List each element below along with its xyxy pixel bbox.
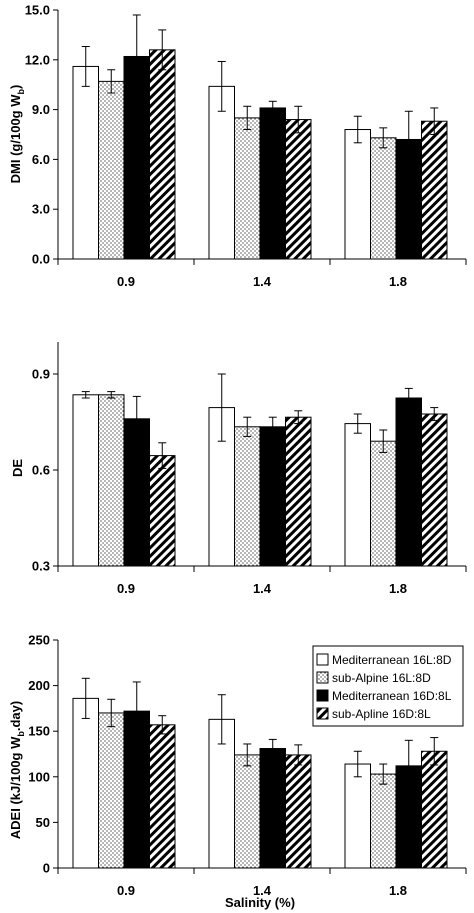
panel-de: DE 0.3 0.6 0.9 0.9 1.4 1.8	[10, 342, 467, 596]
dmi-ylabel: DMI (g/100g Wb)	[8, 85, 26, 184]
dmi-ytick-label: 9.0	[32, 102, 50, 117]
de-bar	[98, 394, 125, 567]
dmi-xtick-label: 1.8	[389, 274, 407, 289]
dmi-ytick-label: 3.0	[32, 202, 50, 217]
legend-label: Mediterranean 16L:8D	[332, 653, 452, 667]
dmi-bar	[149, 49, 176, 260]
legend-box	[312, 645, 464, 727]
de-xtick-label: 1.8	[389, 581, 407, 596]
adei-bar	[421, 750, 448, 869]
adei-bar	[344, 763, 371, 869]
legend-swatch	[316, 653, 329, 666]
dmi-ylabel-sub: b	[16, 89, 26, 95]
svg-text:ADEI (kJ/100g Wb.day): ADEI (kJ/100g Wb.day)	[8, 701, 26, 839]
adei-xlabel: Salinity (%)	[225, 895, 295, 910]
de-bar	[395, 397, 422, 567]
panel-dmi: DMI (g/100g Wb) 0.0 3.0 6.0 9.0 12.0 15.0 0.9 1…	[8, 3, 467, 289]
adei-ytick-label: 0	[43, 861, 50, 876]
de-bar	[234, 426, 261, 567]
adei-ylabel-end: .day)	[8, 701, 23, 731]
legend-swatch	[316, 707, 329, 720]
de-bar	[72, 394, 99, 567]
adei-bar	[259, 748, 286, 869]
de-bar	[149, 455, 176, 567]
panel-adei: ADEI (kJ/100g Wb.day) Salinity (%) 0 50 10…	[8, 633, 467, 910]
legend-label: sub-Apline 16D:8L	[332, 707, 431, 721]
adei-bar	[72, 697, 99, 869]
adei-bar	[234, 754, 261, 869]
dmi-xtick-label: 0.9	[117, 274, 135, 289]
svg-text:DMI (g/100g Wb): DMI (g/100g Wb)	[8, 85, 26, 184]
dmi-ytick-label: 15.0	[25, 3, 50, 18]
dmi-bar	[208, 85, 235, 260]
adei-bar	[149, 724, 176, 869]
dmi-ytick-label: 6.0	[32, 152, 50, 167]
adei-ylabel-sub: b	[16, 731, 26, 737]
adei-xtick-label: 1.8	[389, 883, 407, 898]
de-bar	[123, 418, 150, 567]
dmi-bar	[285, 119, 312, 260]
dmi-bar	[234, 117, 261, 260]
legend-label: Mediterranean 16D:8L	[332, 689, 452, 703]
dmi-bar	[72, 65, 99, 260]
de-bar	[285, 416, 312, 567]
dmi-bar	[259, 107, 286, 260]
de-bar	[259, 426, 286, 567]
dmi-xtick-label: 1.4	[253, 274, 272, 289]
dmi-ylabel-main: DMI (g/100g W	[8, 94, 23, 184]
dmi-ylabel-end: )	[8, 85, 23, 89]
adei-ylabel: ADEI (kJ/100g Wb.day)	[8, 701, 26, 839]
adei-bar	[370, 773, 397, 869]
dmi-ytick-label: 0.0	[32, 252, 50, 267]
adei-ytick-label: 50	[36, 815, 50, 830]
adei-xtick-label: 1.4	[253, 883, 272, 898]
de-ytick-label: 0.6	[32, 463, 50, 478]
dmi-bar	[98, 80, 125, 260]
adei-ytick-label: 100	[28, 769, 50, 784]
adei-ylabel-main: ADEI (kJ/100g W	[8, 736, 23, 839]
de-bar	[421, 413, 448, 567]
adei-ytick-label: 150	[28, 724, 50, 739]
de-xtick-label: 0.9	[117, 581, 135, 596]
de-bar	[344, 423, 371, 567]
adei-bar	[285, 754, 312, 869]
legend-swatch	[316, 671, 329, 684]
dmi-bar	[421, 120, 448, 260]
dmi-bar	[344, 129, 371, 260]
adei-xtick-label: 0.9	[117, 883, 135, 898]
de-ytick-label: 0.9	[32, 367, 50, 382]
de-ylabel: DE	[10, 459, 25, 477]
legend-swatch	[316, 689, 329, 702]
adei-ytick-label: 250	[28, 633, 50, 648]
legend-label: sub-Alpine 16L:8D	[332, 671, 431, 685]
adei-bar	[98, 712, 125, 869]
dmi-bar	[370, 137, 397, 260]
adei-ytick-label: 200	[28, 678, 50, 693]
de-xtick-label: 1.4	[253, 581, 272, 596]
de-ytick-label: 0.3	[32, 559, 50, 574]
de-bar	[370, 440, 397, 567]
dmi-ytick-label: 12.0	[25, 52, 50, 67]
